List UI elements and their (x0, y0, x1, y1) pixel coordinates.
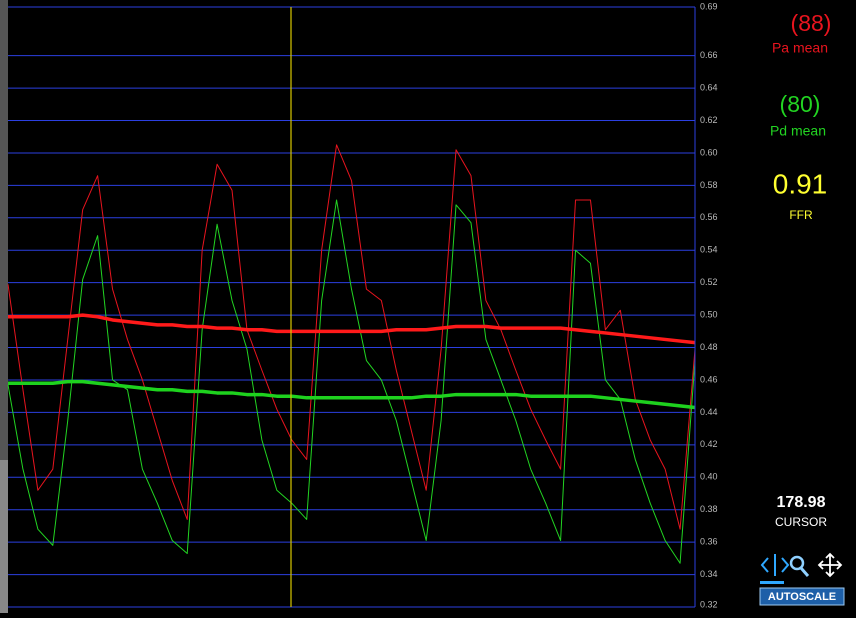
plot-area (8, 7, 695, 607)
y-tick-label: 0.38 (700, 504, 718, 514)
y-tick-label: 0.64 (700, 82, 718, 92)
y-tick-label: 0.32 (700, 599, 718, 609)
y-tick-label: 0.40 (700, 472, 718, 482)
autoscale-label[interactable]: AUTOSCALE (768, 591, 836, 603)
y-tick-label: 0.69 (700, 1, 718, 11)
pa-mean-label: Pa mean (772, 40, 828, 56)
monitor-screen: 0.32 0.34 0.36 0.38 0.40 0.42 0.44 0.46 0.48 0.50… (0, 0, 856, 613)
y-tick-label: 0.46 (700, 374, 718, 384)
ffr-label: FFR (789, 208, 813, 222)
left-edge-light (0, 460, 8, 613)
pa-mean-value: (88) (791, 10, 832, 36)
y-tick-label: 0.44 (700, 407, 718, 417)
ffr-value: 0.91 (773, 168, 828, 199)
y-tick-label: 0.34 (700, 569, 718, 579)
y-tick-label: 0.66 (700, 50, 718, 60)
y-tick-label: 0.36 (700, 537, 718, 547)
y-tick-label: 0.52 (700, 277, 718, 287)
cursor-label: CURSOR (775, 515, 827, 529)
active-tool-indicator (760, 581, 784, 584)
cursor-value: 178.98 (777, 494, 826, 511)
y-tick-label: 0.56 (700, 212, 718, 222)
y-tick-label: 0.58 (700, 180, 718, 190)
y-tick-label: 0.62 (700, 115, 718, 125)
y-tick-label: 0.60 (700, 147, 718, 157)
pd-mean-value: (80) (780, 91, 821, 117)
y-tick-label: 0.54 (700, 245, 718, 255)
y-tick-label: 0.48 (700, 342, 718, 352)
y-tick-label: 0.50 (700, 309, 718, 319)
pd-mean-label: Pd mean (770, 123, 826, 139)
y-tick-label: 0.42 (700, 439, 718, 449)
